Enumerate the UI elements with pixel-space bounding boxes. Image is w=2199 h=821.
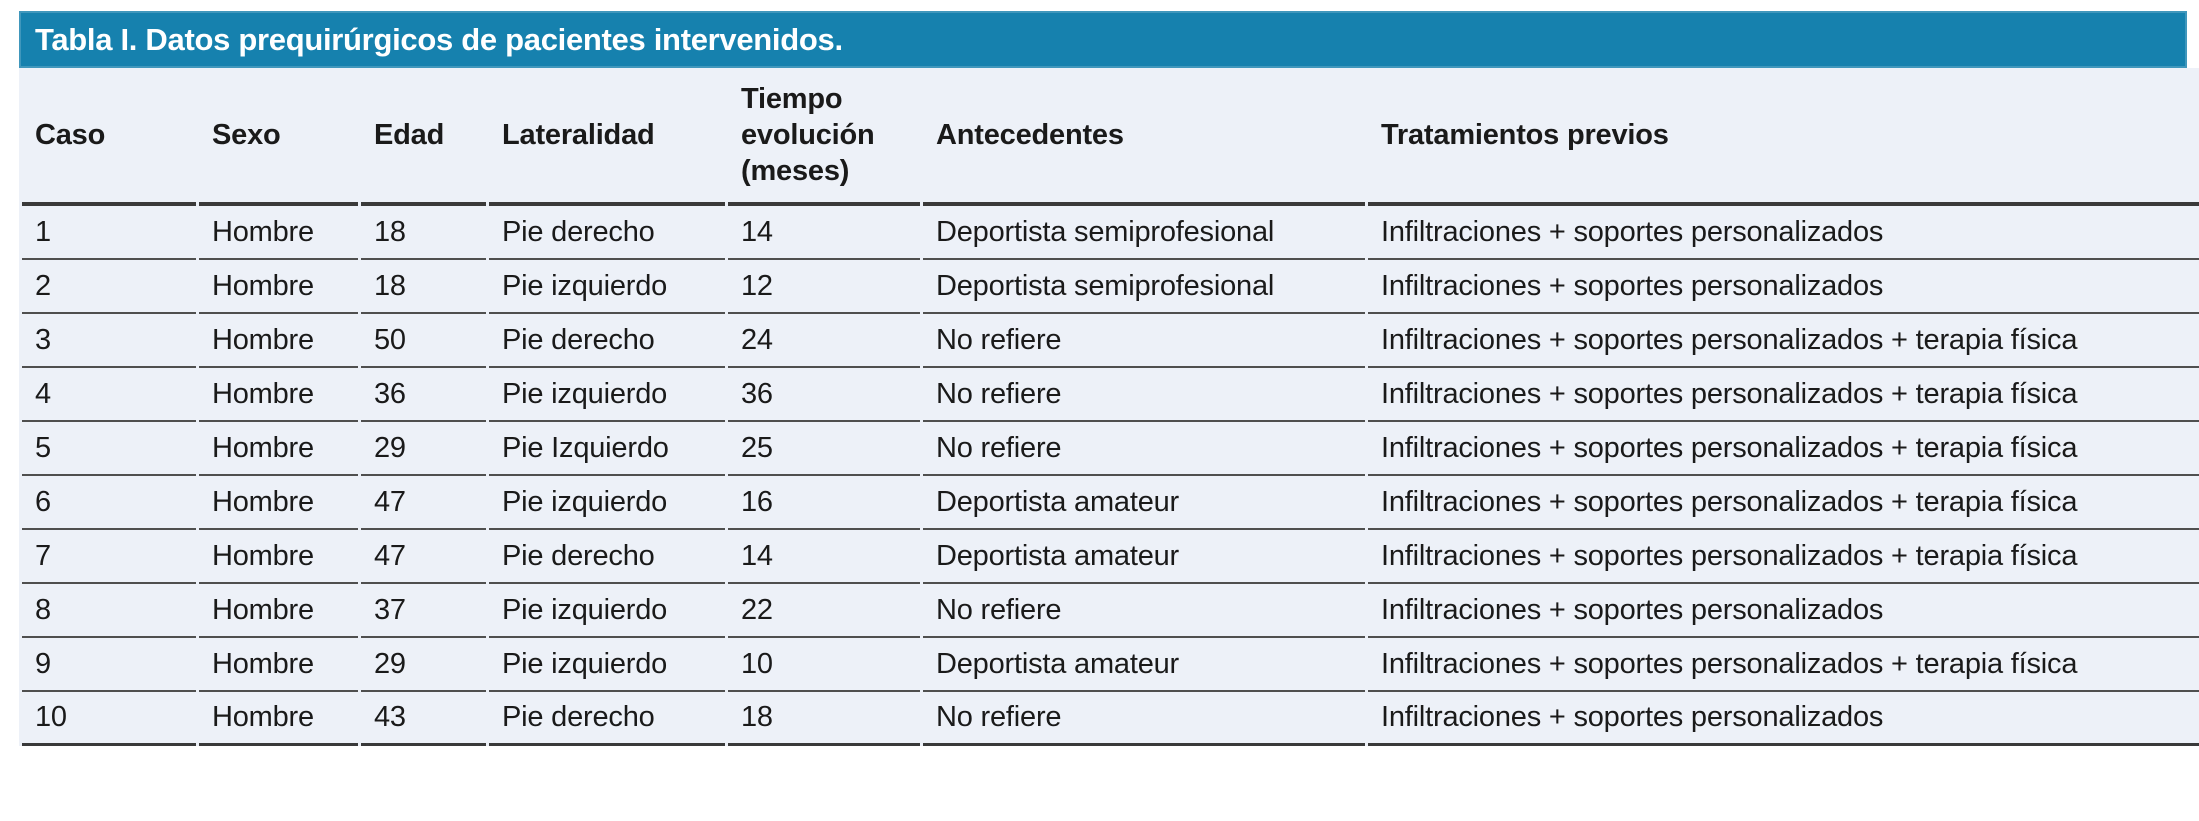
table-row: 6 Hombre 47 Pie izquierdo 16 Deportista amate… [22,476,2199,530]
cell-sexo: Hombre [199,692,358,746]
cell-caso: 5 [22,422,196,476]
cell-caso: 6 [22,476,196,530]
cell-edad: 43 [361,692,486,746]
cell-antecedentes: No refiere [923,584,1365,638]
cell-lateralidad: Pie izquierdo [489,638,725,692]
cell-lateralidad: Pie izquierdo [489,584,725,638]
cell-lateralidad: Pie izquierdo [489,476,725,530]
cell-tratamientos-previos: Infiltraciones + soportes personalizados [1368,206,2199,260]
cell-caso: 3 [22,314,196,368]
cell-sexo: Hombre [199,206,358,260]
cell-tiempo-evolucion: 14 [728,206,920,260]
table-title: Tabla I. Datos prequirúrgicos de pacient… [35,21,843,57]
cell-antecedentes: No refiere [923,314,1365,368]
cell-antecedentes: Deportista semiprofesional [923,260,1365,314]
table-row: 1 Hombre 18 Pie derecho 14 Deportista semipro… [22,206,2199,260]
table-card: Tabla I. Datos prequirúrgicos de pacient… [19,11,2199,746]
cell-caso: 2 [22,260,196,314]
cell-edad: 37 [361,584,486,638]
cell-edad: 50 [361,314,486,368]
cell-edad: 47 [361,530,486,584]
table-title-bar: Tabla I. Datos prequirúrgicos de pacient… [19,11,2187,68]
cell-sexo: Hombre [199,314,358,368]
cell-tratamientos-previos: Infiltraciones + soportes personalizados [1368,260,2199,314]
cell-tiempo-evolucion: 36 [728,368,920,422]
cell-lateralidad: Pie Izquierdo [489,422,725,476]
cell-tratamientos-previos: Infiltraciones + soportes personalizados… [1368,476,2199,530]
cell-tiempo-evolucion: 24 [728,314,920,368]
cell-caso: 10 [22,692,196,746]
cell-sexo: Hombre [199,260,358,314]
cell-lateralidad: Pie derecho [489,206,725,260]
cell-lateralidad: Pie izquierdo [489,368,725,422]
table-row: 5 Hombre 29 Pie Izquierdo 25 No refiere Infilt… [22,422,2199,476]
table-row: 2 Hombre 18 Pie izquierdo 12 Deportista semip… [22,260,2199,314]
cell-antecedentes: No refiere [923,692,1365,746]
cell-tratamientos-previos: Infiltraciones + soportes personalizados… [1368,314,2199,368]
cell-tiempo-evolucion: 25 [728,422,920,476]
cell-lateralidad: Pie derecho [489,530,725,584]
cell-edad: 29 [361,638,486,692]
cell-tratamientos-previos: Infiltraciones + soportes personalizados… [1368,530,2199,584]
cell-tratamientos-previos: Infiltraciones + soportes personalizados… [1368,368,2199,422]
table-row: 10 Hombre 43 Pie derecho 18 No refiere Infiltr… [22,692,2199,746]
column-header-lateralidad: Lateralidad [489,68,725,206]
cell-tratamientos-previos: Infiltraciones + soportes personalizados [1368,692,2199,746]
cell-antecedentes: Deportista amateur [923,476,1365,530]
cell-edad: 36 [361,368,486,422]
cell-tratamientos-previos: Infiltraciones + soportes personalizados… [1368,638,2199,692]
cell-antecedentes: No refiere [923,422,1365,476]
cell-lateralidad: Pie izquierdo [489,260,725,314]
table-row: 3 Hombre 50 Pie derecho 24 No refiere Infiltra… [22,314,2199,368]
column-header-caso: Caso [22,68,196,206]
column-header-tratamientos-previos: Tratamientos previos [1368,68,2199,206]
cell-tiempo-evolucion: 12 [728,260,920,314]
table-row: 4 Hombre 36 Pie izquierdo 36 No refiere Infilt… [22,368,2199,422]
cell-caso: 7 [22,530,196,584]
cell-lateralidad: Pie derecho [489,314,725,368]
table-row: 7 Hombre 47 Pie derecho 14 Deportista amateur… [22,530,2199,584]
column-header-antecedentes: Antecedentes [923,68,1365,206]
cell-edad: 18 [361,260,486,314]
table-row: 9 Hombre 29 Pie izquierdo 10 Deportista amate… [22,638,2199,692]
cell-tiempo-evolucion: 18 [728,692,920,746]
cell-tiempo-evolucion: 14 [728,530,920,584]
cell-caso: 1 [22,206,196,260]
cell-caso: 8 [22,584,196,638]
cell-edad: 29 [361,422,486,476]
table-row: 8 Hombre 37 Pie izquierdo 22 No refiere Infilt… [22,584,2199,638]
cell-sexo: Hombre [199,584,358,638]
cell-caso: 4 [22,368,196,422]
cell-antecedentes: Deportista amateur [923,638,1365,692]
cell-antecedentes: No refiere [923,368,1365,422]
cell-tiempo-evolucion: 10 [728,638,920,692]
cell-tratamientos-previos: Infiltraciones + soportes personalizados… [1368,422,2199,476]
cell-tratamientos-previos: Infiltraciones + soportes personalizados [1368,584,2199,638]
cell-edad: 47 [361,476,486,530]
header-row: Caso Sexo Edad Lateralidad Tiempo evolución … [22,68,2199,206]
cell-sexo: Hombre [199,422,358,476]
cell-edad: 18 [361,206,486,260]
column-header-tiempo-evolucion: Tiempo evolución (meses) [728,68,920,206]
cell-sexo: Hombre [199,368,358,422]
cell-antecedentes: Deportista semiprofesional [923,206,1365,260]
cell-lateralidad: Pie derecho [489,692,725,746]
cell-tiempo-evolucion: 16 [728,476,920,530]
cell-sexo: Hombre [199,476,358,530]
cell-sexo: Hombre [199,530,358,584]
data-table: Caso Sexo Edad Lateralidad Tiempo evolución … [19,68,2199,746]
cell-caso: 9 [22,638,196,692]
table-body: 1 Hombre 18 Pie derecho 14 Deportista semipro… [22,206,2199,746]
cell-tiempo-evolucion: 22 [728,584,920,638]
column-header-sexo: Sexo [199,68,358,206]
cell-sexo: Hombre [199,638,358,692]
cell-antecedentes: Deportista amateur [923,530,1365,584]
column-header-edad: Edad [361,68,486,206]
